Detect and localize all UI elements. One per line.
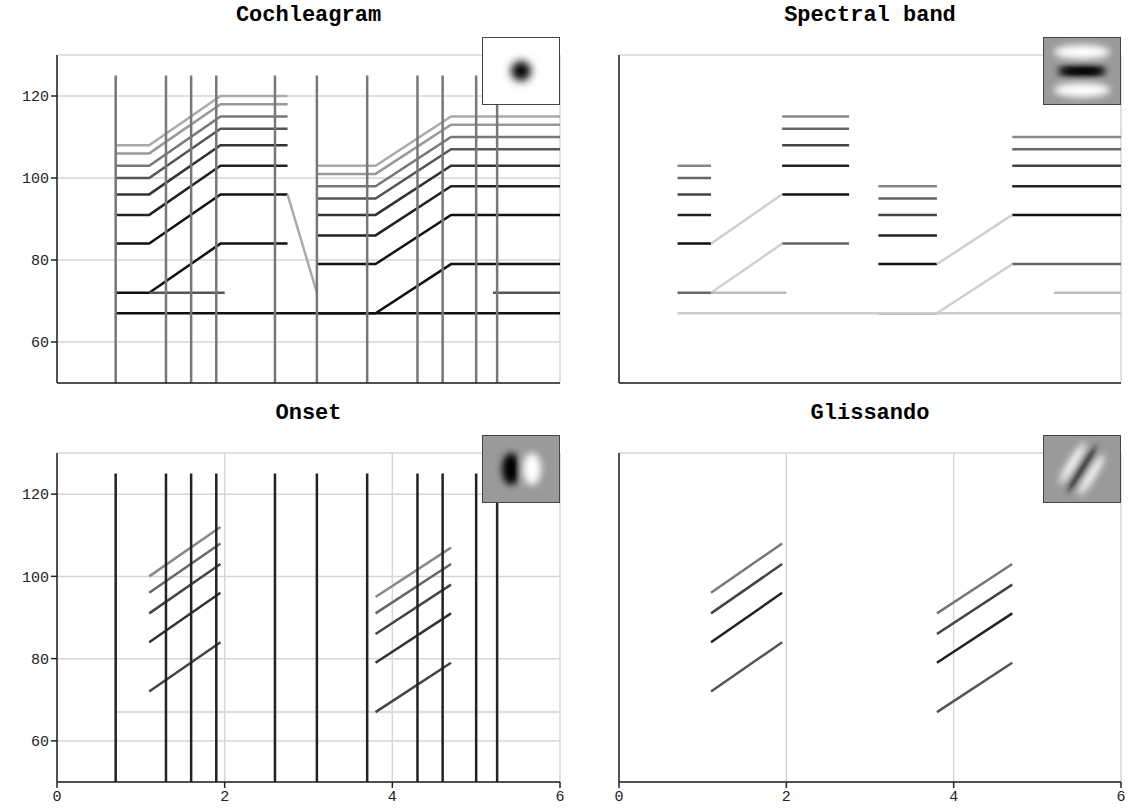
svg-text:60: 60 — [31, 335, 49, 352]
html-text:Spectral band: Spectral band — [784, 3, 956, 28]
svg-text:120: 120 — [22, 89, 49, 106]
svg-text:120: 120 — [22, 487, 49, 504]
svg-text:80: 80 — [31, 652, 49, 669]
svg-text:0: 0 — [52, 789, 61, 806]
svg-text:2: 2 — [782, 789, 791, 806]
svg-text:60: 60 — [31, 734, 49, 751]
svg-text:100: 100 — [22, 570, 49, 587]
svg-text:6: 6 — [1116, 789, 1125, 806]
svg-text:4: 4 — [949, 789, 958, 806]
svg-text:2: 2 — [220, 789, 229, 806]
svg-text:0: 0 — [614, 789, 623, 806]
html-text:Glissando: Glissando — [810, 401, 930, 426]
svg-text:100: 100 — [22, 171, 49, 188]
svg-text:6: 6 — [555, 789, 564, 806]
svg-text:4: 4 — [388, 789, 397, 806]
html-text:Onset: Onset — [275, 401, 342, 426]
svg-text:80: 80 — [31, 253, 49, 270]
html-text:Cochleagram: Cochleagram — [235, 3, 382, 28]
